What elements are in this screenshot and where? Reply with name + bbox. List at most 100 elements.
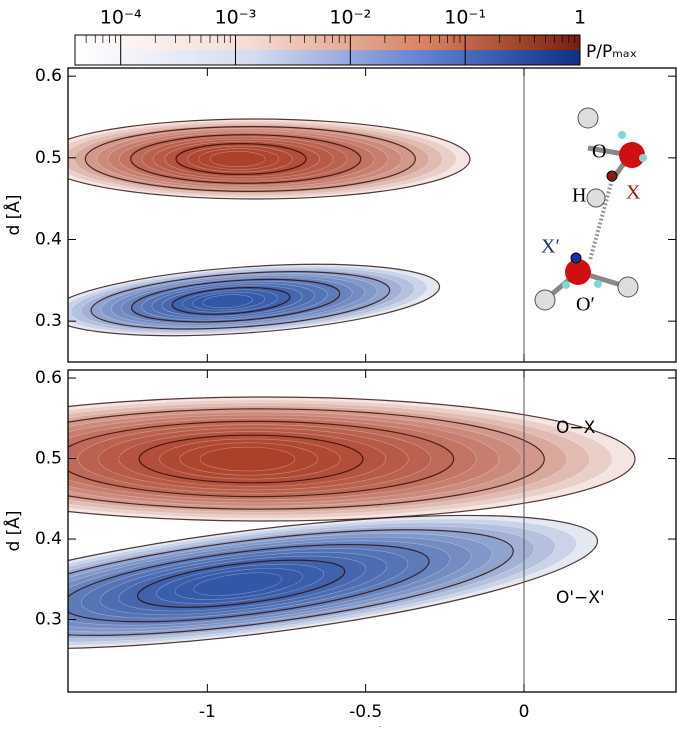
density-level	[68, 540, 451, 626]
density-level	[68, 399, 613, 519]
colorbar-tick-label: 10⁻²	[329, 7, 371, 29]
panel-frame	[67, 369, 677, 693]
density-level	[68, 417, 477, 501]
density-level	[187, 145, 293, 173]
x-tick-label: 0	[519, 702, 530, 722]
density-level	[182, 289, 278, 313]
atom-h	[586, 188, 606, 208]
density-level	[138, 434, 364, 484]
density-level	[68, 543, 430, 623]
y-tick-label: 0.4	[35, 529, 62, 549]
density-level	[68, 525, 535, 639]
density-level	[98, 427, 409, 491]
x-tick-label: -1	[199, 702, 216, 722]
colorbar-tick-label: 1	[574, 7, 586, 29]
density-level	[130, 134, 362, 184]
label-o: O	[592, 141, 606, 163]
density-level	[209, 150, 266, 168]
density-level	[193, 572, 282, 596]
density-level	[68, 420, 455, 498]
density-level	[77, 424, 432, 494]
atom-x-prime	[570, 252, 582, 264]
density-level	[151, 283, 316, 319]
y-tick-label: 0.3	[35, 610, 62, 630]
atom-h	[617, 276, 639, 298]
density-level	[68, 536, 472, 629]
density-level	[202, 294, 253, 309]
colorbar-tick-label: 10⁻³	[215, 7, 257, 29]
colorbar-tick-label: 10⁻⁴	[100, 7, 142, 29]
density-level	[90, 271, 391, 330]
density-level	[96, 128, 403, 190]
y-tick-label: 0.3	[35, 311, 62, 331]
label-h: H	[572, 185, 586, 207]
density-level	[121, 277, 353, 324]
y-tick-label: 0.5	[35, 449, 62, 469]
y-tick-label: 0.5	[35, 148, 62, 168]
density-level	[68, 265, 428, 335]
atom-o-prime	[565, 259, 591, 285]
density-level	[68, 396, 636, 522]
density-level	[99, 551, 388, 615]
density-level	[175, 143, 307, 175]
y-axis-label: d [Å]	[2, 194, 24, 235]
density-level	[174, 568, 303, 600]
y-tick-label: 0.6	[35, 368, 62, 388]
density-level	[68, 529, 514, 636]
contours	[68, 396, 636, 650]
label-x-prime: X′	[541, 236, 560, 258]
density-level	[199, 446, 296, 472]
density-level	[159, 438, 341, 480]
panel-top: 0.3 0.4 0.5 0.6 d [Å]	[2, 66, 677, 363]
atom-o	[619, 142, 645, 168]
series-label: O−X	[556, 418, 596, 438]
panel-bottom: 0.30.40.50.6-1-0.50d [Å]ν [Å]O−XO'−X'	[2, 368, 677, 731]
density-level	[164, 141, 321, 177]
density-level	[107, 130, 389, 188]
density-level	[68, 522, 556, 643]
density-level	[68, 533, 493, 633]
colorbar-label: P/Pₘₐₓ	[586, 42, 637, 62]
panel-frame	[67, 67, 677, 363]
h-bond	[588, 179, 614, 261]
density-level	[68, 402, 590, 516]
density-level	[198, 148, 280, 170]
label-x: X	[626, 182, 641, 204]
density-level	[118, 555, 367, 612]
site	[562, 281, 570, 289]
density-level	[136, 559, 346, 608]
density-level	[141, 136, 348, 182]
colorbar-tick-label: 10⁻¹	[444, 7, 486, 29]
x-tick-label: -0.5	[349, 702, 382, 722]
y-tick-label: 0.6	[35, 66, 62, 86]
colorbar-red	[75, 35, 580, 50]
density-level	[80, 548, 409, 619]
site	[639, 154, 647, 162]
y-tick-label: 0.4	[35, 230, 62, 250]
colorbar: P/Pₘₐₓ 10⁻⁴ 10⁻³ 10⁻² 10⁻¹ 1	[74, 7, 637, 66]
molecule: O X H X′ O′	[534, 107, 647, 316]
series-label: O'−X'	[556, 588, 605, 608]
density-level	[68, 405, 568, 513]
density-level	[171, 287, 291, 315]
atom-h	[534, 289, 556, 311]
density-level	[118, 431, 386, 487]
density-level	[68, 118, 471, 200]
density-level	[100, 273, 378, 328]
density-level	[68, 120, 457, 198]
density-level	[179, 442, 318, 476]
density-level	[192, 291, 266, 311]
density-level	[68, 514, 599, 650]
label-o-prime: O′	[576, 294, 595, 316]
atom-x	[606, 170, 618, 182]
density-level	[68, 408, 545, 510]
density-level	[119, 132, 375, 186]
density-level	[155, 563, 325, 604]
atom-h	[577, 107, 599, 129]
contours	[68, 118, 471, 337]
colorbar-blue	[75, 50, 580, 65]
density-level	[80, 269, 403, 331]
y-axis-label: d [Å]	[2, 510, 24, 551]
site	[594, 280, 602, 288]
